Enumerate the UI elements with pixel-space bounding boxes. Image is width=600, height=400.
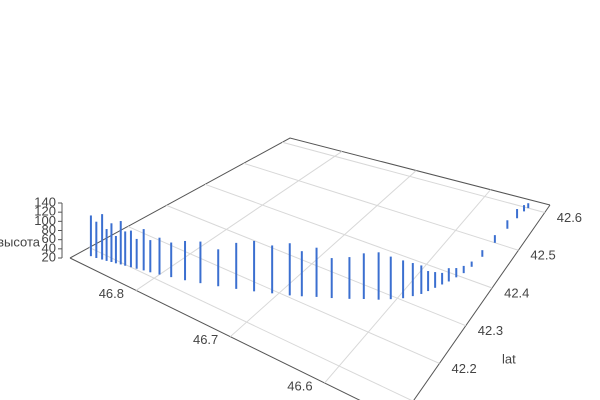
x-tick-label: 46.6 (287, 378, 312, 393)
grid-line (204, 183, 493, 289)
grid-line (127, 225, 440, 364)
grid-line (324, 189, 491, 384)
grid-line (229, 170, 417, 338)
floor-edge (69, 204, 551, 400)
y-axis-title: lat (502, 351, 516, 366)
grid-line (282, 141, 545, 214)
z-tick-label: 120 (34, 204, 56, 219)
y-tick-label: 42.3 (478, 323, 503, 338)
x-tick-label: 46.7 (193, 332, 218, 347)
y-tick-label: 42.6 (557, 210, 582, 225)
grid-line (89, 247, 412, 400)
grid-line (243, 162, 519, 251)
z-tick-label: 140 (34, 194, 56, 209)
y-tick-label: 42.1 (425, 399, 450, 400)
grid-line (135, 150, 343, 291)
floor-edge (69, 137, 551, 259)
z-tick-label: 20 (42, 249, 56, 264)
z-axis-title: высота (0, 234, 41, 249)
z-tick-label: 100 (34, 213, 56, 228)
y-tick-label: 42.4 (504, 285, 529, 300)
z-tick-label: 80 (42, 222, 56, 237)
y-tick-label: 42.5 (530, 248, 555, 263)
x-tick-label: 46.8 (99, 286, 124, 301)
z-tick-label: 60 (42, 231, 56, 246)
y-tick-label: 42.2 (451, 361, 476, 376)
z-tick-label: 40 (42, 240, 56, 255)
